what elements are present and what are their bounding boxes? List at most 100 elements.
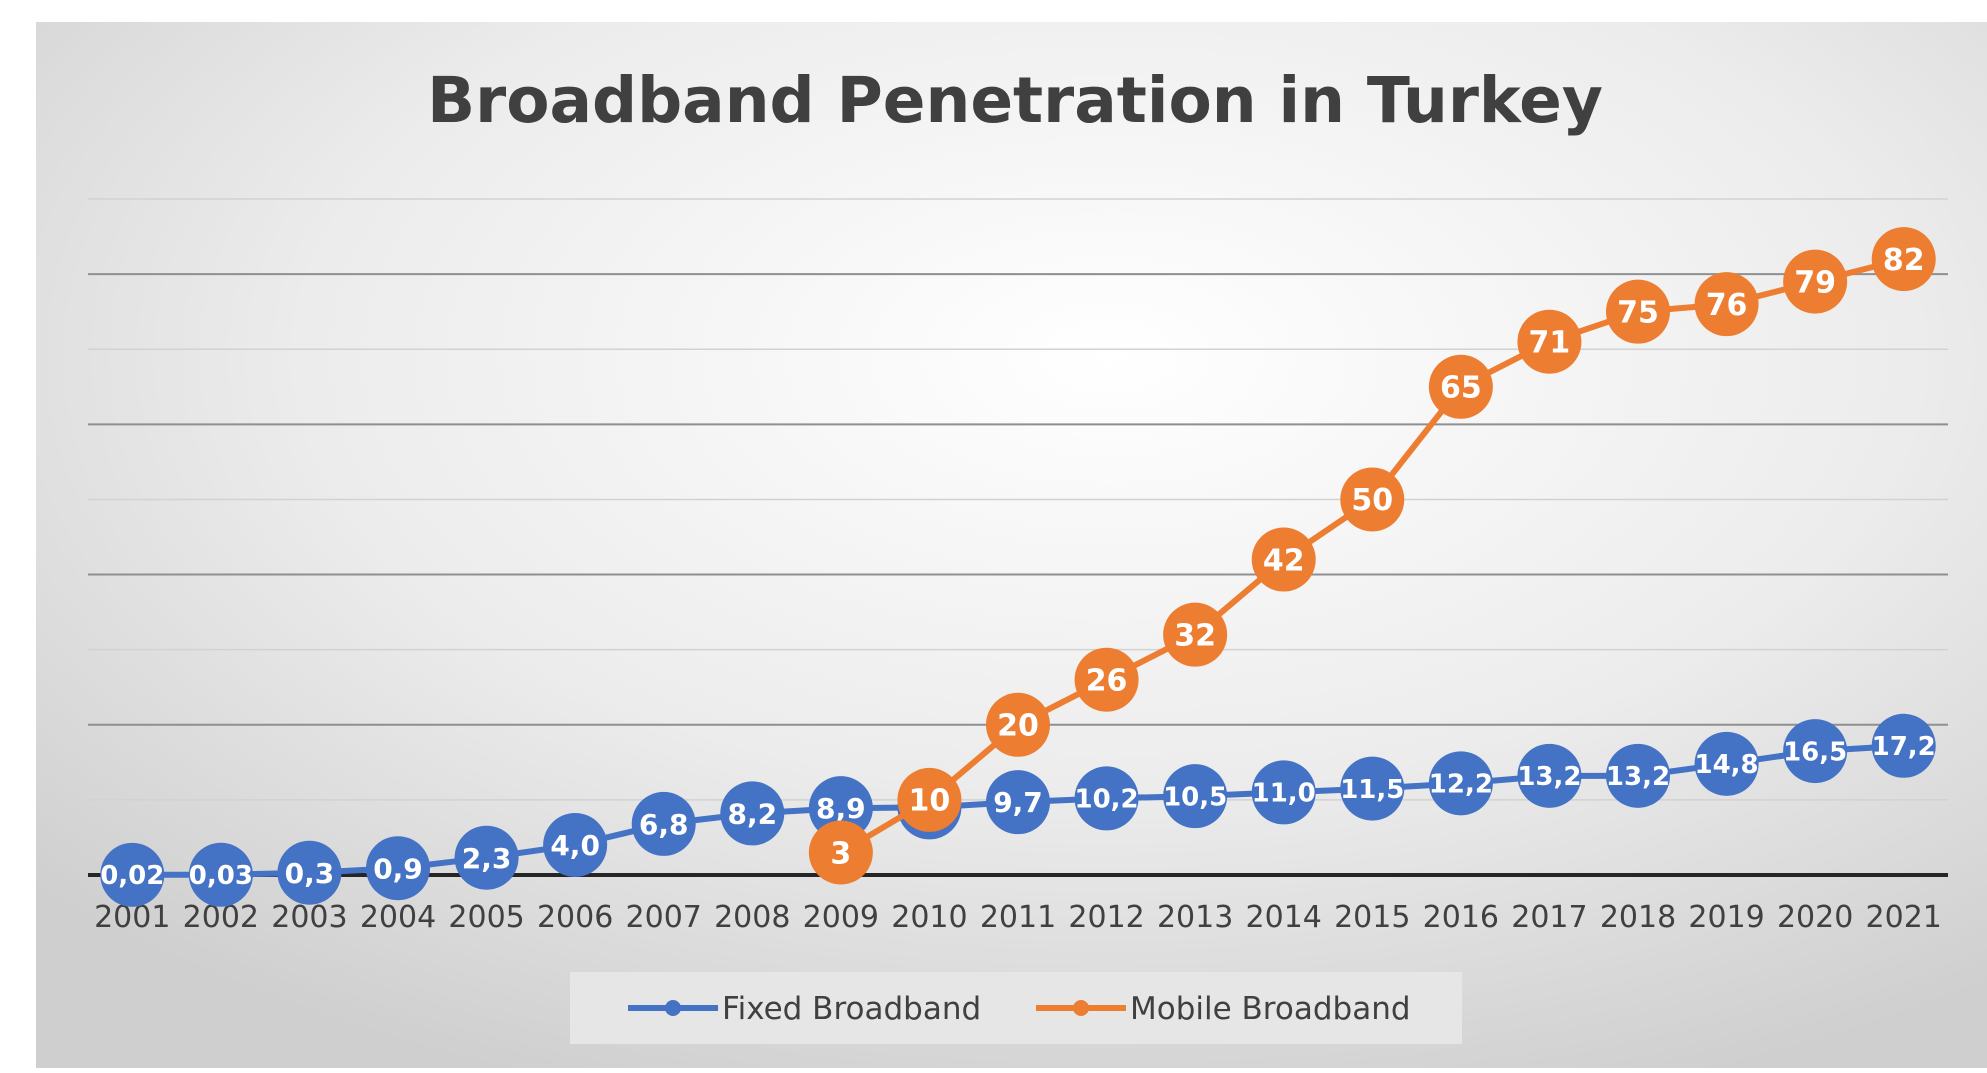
data-point	[543, 812, 608, 877]
data-label: 17,2	[1872, 732, 1936, 762]
data-label: 71	[1529, 326, 1571, 361]
x-tick-label: 2017	[1511, 900, 1587, 935]
data-label: 0,3	[285, 857, 335, 890]
data-point	[1074, 766, 1139, 831]
data-point	[1694, 731, 1759, 796]
data-label: 20	[997, 709, 1039, 744]
data-label: 8,9	[816, 792, 866, 825]
data-point	[1251, 760, 1316, 825]
series-mobile: 3 10 20 26 32 42 50 65 71 75 76 79 82	[808, 227, 1936, 885]
legend-item-fixed: Fixed Broadband	[628, 991, 981, 1027]
data-label: 13,2	[1517, 762, 1581, 792]
data-label: 42	[1263, 543, 1305, 578]
data-point	[1428, 354, 1493, 419]
x-tick-label: 2018	[1600, 900, 1676, 935]
data-label: 10	[909, 784, 951, 819]
data-label: 8,2	[727, 797, 777, 830]
data-label: 75	[1617, 295, 1659, 330]
x-tick-label: 2019	[1688, 900, 1764, 935]
data-point	[808, 776, 873, 841]
chart-title: Broadband Penetration in Turkey	[427, 64, 1603, 137]
data-point	[986, 770, 1050, 835]
data-point	[986, 692, 1050, 757]
data-point	[1163, 764, 1228, 829]
data-label: 65	[1440, 371, 1482, 406]
legend: Fixed Broadband Mobile Broadband	[570, 972, 1462, 1044]
data-point	[720, 781, 785, 846]
data-label: 0,02	[100, 861, 164, 891]
data-point	[1517, 309, 1582, 374]
legend-fixed-marker	[665, 1000, 681, 1016]
x-tick-label: 2008	[714, 900, 790, 935]
x-tick-label: 2003	[271, 900, 347, 935]
x-tick-label: 2007	[626, 900, 702, 935]
data-point	[1606, 279, 1670, 344]
data-point	[366, 836, 430, 901]
data-point	[1517, 743, 1582, 808]
data-label: 12,2	[1429, 770, 1493, 800]
chart-background	[36, 22, 1987, 1068]
data-label: 82	[1883, 243, 1925, 278]
data-label: 14,8	[1694, 750, 1758, 780]
legend-box	[570, 972, 1462, 1044]
x-tick-label: 2021	[1866, 900, 1942, 935]
data-label: 6,8	[639, 808, 689, 841]
data-label: 10,2	[1074, 785, 1138, 815]
x-tick-label: 2004	[360, 900, 436, 935]
data-point	[188, 842, 253, 907]
data-point	[808, 820, 873, 885]
data-label: 4,0	[550, 829, 600, 862]
data-point	[1783, 719, 1848, 784]
data-point	[1074, 647, 1139, 712]
legend-mobile-marker	[1073, 1000, 1089, 1016]
data-label: 3	[830, 836, 851, 871]
x-axis: 2001 2002 2003 2004 2005 2006 2007 2008 2009 2010…	[88, 873, 1948, 935]
data-point	[1251, 527, 1316, 592]
x-tick-label: 2006	[537, 900, 613, 935]
x-tick-label: 2009	[803, 900, 879, 935]
data-label: 13,2	[1606, 762, 1670, 792]
data-point	[1428, 751, 1493, 816]
data-point	[1783, 249, 1848, 314]
data-label: 11,5	[1340, 775, 1404, 805]
legend-item-mobile: Mobile Broadband	[1036, 991, 1411, 1027]
x-tick-label: 2013	[1157, 900, 1233, 935]
data-label: 79	[1794, 265, 1836, 300]
data-label: 32	[1174, 618, 1216, 653]
x-tick-label: 2015	[1334, 900, 1410, 935]
x-tick-label: 2014	[1246, 900, 1322, 935]
x-tick-label: 2020	[1777, 900, 1853, 935]
x-tick-label: 2011	[980, 900, 1056, 935]
data-label: 26	[1086, 664, 1128, 699]
x-tick-label: 2012	[1068, 900, 1144, 935]
x-tick-label: 2010	[891, 900, 967, 935]
data-point	[454, 825, 519, 890]
legend-fixed-label: Fixed Broadband	[722, 991, 981, 1027]
data-point	[631, 791, 696, 856]
data-point	[1871, 713, 1936, 778]
data-label: 50	[1351, 483, 1393, 518]
data-label: 11,0	[1252, 779, 1316, 809]
data-label: 76	[1706, 288, 1748, 323]
legend-mobile-label: Mobile Broadband	[1130, 991, 1411, 1027]
data-point	[277, 840, 342, 905]
data-point	[1694, 272, 1759, 337]
data-label: 2,3	[462, 842, 512, 875]
data-label: 9,7	[993, 786, 1043, 819]
x-tick-label: 2005	[448, 900, 524, 935]
data-point	[897, 767, 962, 832]
data-point	[1606, 743, 1670, 808]
data-point	[1340, 467, 1405, 532]
data-point	[1163, 602, 1228, 667]
data-point	[100, 842, 165, 907]
data-label: 16,5	[1783, 737, 1847, 767]
data-point	[1340, 756, 1405, 821]
data-point	[1871, 227, 1936, 292]
data-label: 0,03	[189, 861, 253, 891]
series-layer: 0,020,030,30,92,34,06,88,28,99,09,710,21…	[100, 227, 1936, 907]
data-label: 10,5	[1163, 782, 1227, 812]
x-tick-label: 2016	[1423, 900, 1499, 935]
data-label: 0,9	[373, 852, 423, 885]
